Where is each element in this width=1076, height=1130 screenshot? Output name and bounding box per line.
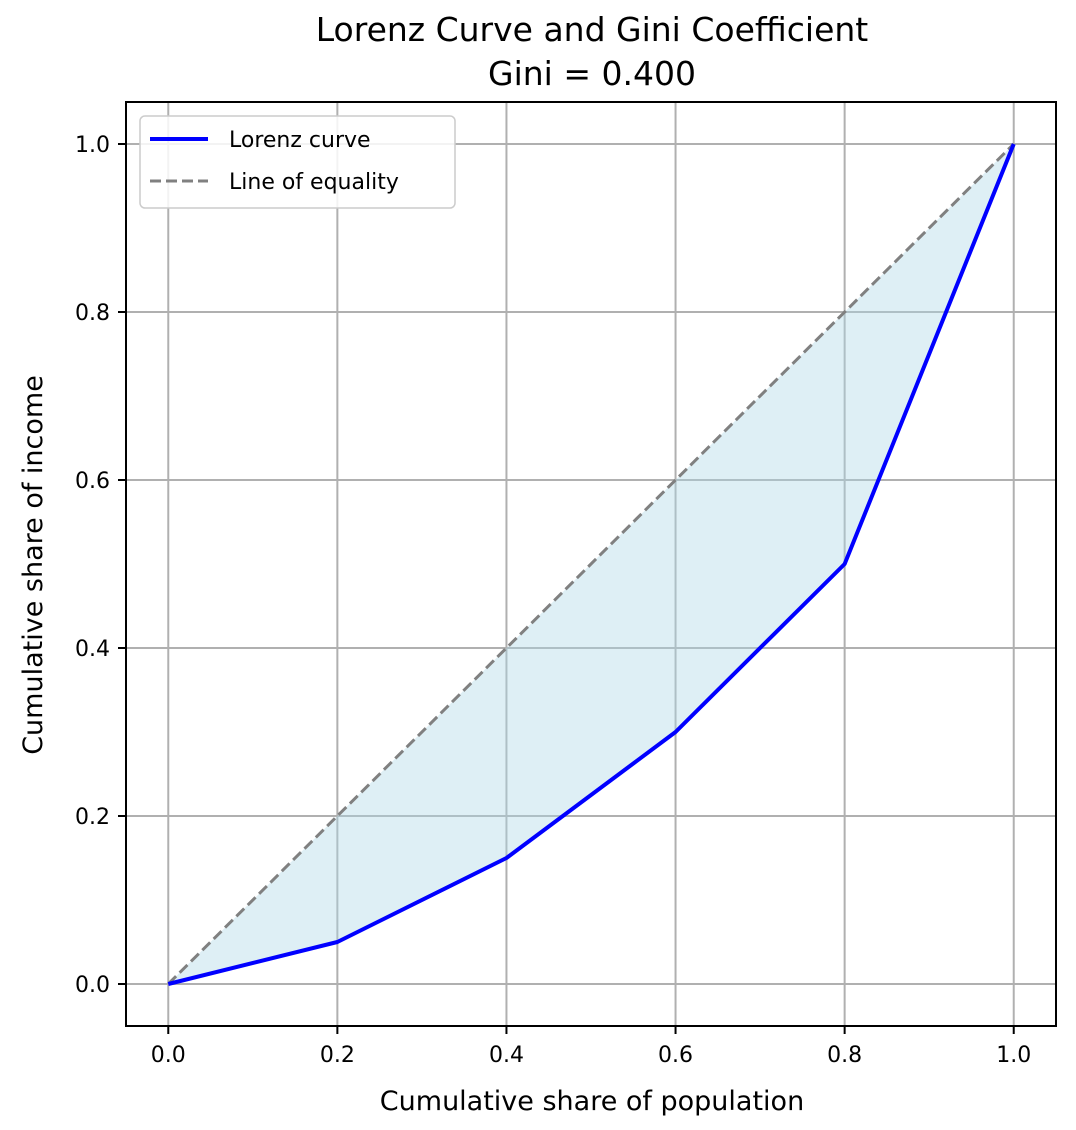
x-tick-label-2: 0.4 [489,1043,524,1068]
y-tick-label-5: 1.0 [75,133,110,158]
x-tick-label-3: 0.6 [658,1043,693,1068]
y-tick-label-2: 0.4 [75,637,110,662]
x-tick-label-1: 0.2 [320,1043,355,1068]
y-tick-label-3: 0.6 [75,469,110,494]
x-axis-label: Cumulative share of population [380,1086,804,1117]
line-of-equality [167,142,1015,986]
grid [126,102,1056,1026]
x-tick-label-5: 1.0 [996,1043,1031,1068]
chart-subtitle: Gini = 0.400 [488,54,696,93]
plot-frame [125,101,1057,1027]
legend: Lorenz curve Line of equality [139,115,456,209]
legend-box [139,115,456,209]
y-tick-label-4: 0.8 [75,301,110,326]
y-tick-label-1: 0.2 [75,805,110,830]
legend-equality-label: Line of equality [229,170,399,195]
x-tick-label-0: 0.0 [151,1043,186,1068]
lorenz-curve-line [167,143,1016,986]
axis-ticks: 0.0 0.2 0.4 0.6 0.8 1.0 0.0 0.2 0.4 0.6 0.8 1.0 [75,133,1031,1068]
chart-title: Lorenz Curve and Gini Coefficient [316,10,869,49]
y-tick-label-0: 0.0 [75,973,110,998]
legend-lorenz-label: Lorenz curve [229,128,371,153]
y-axis-label: Cumulative share of income [18,375,49,755]
x-tick-label-4: 0.8 [827,1043,862,1068]
